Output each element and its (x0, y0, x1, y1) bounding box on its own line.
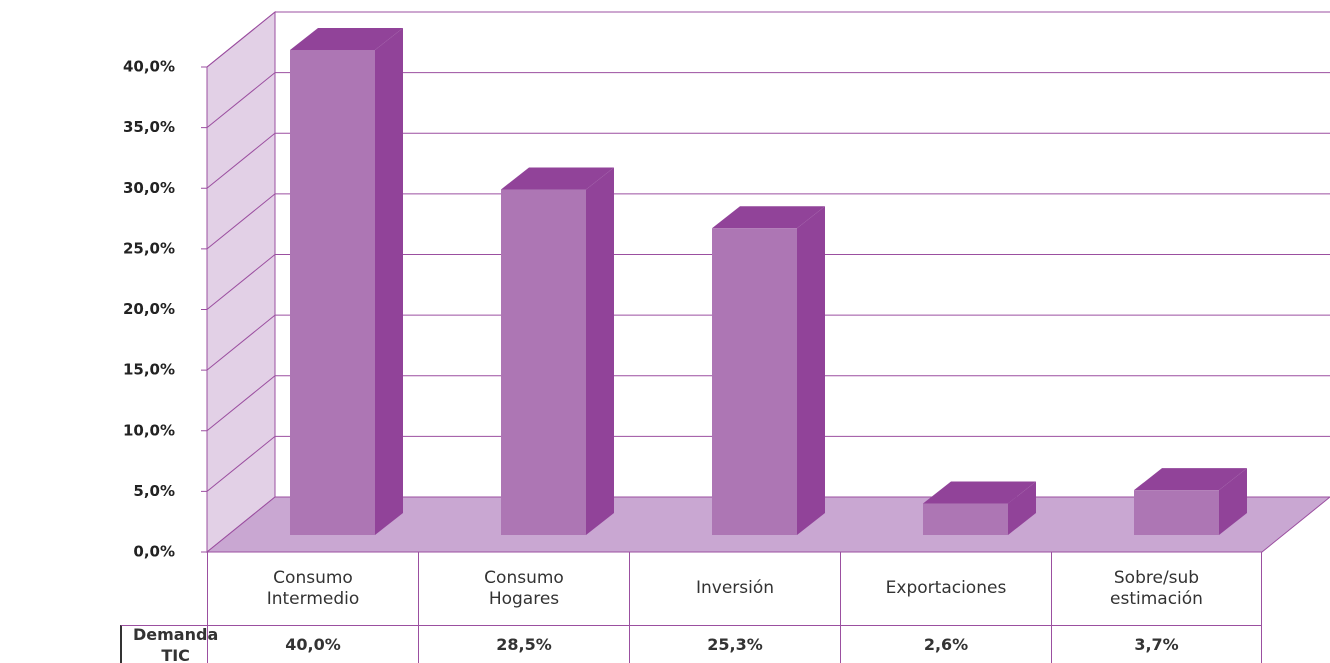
grid-line (206, 11, 276, 68)
y-tick-label: 40,0% (123, 58, 175, 76)
grid-line (206, 132, 276, 189)
bar-side (375, 28, 403, 535)
y-tick-label: 5,0% (133, 482, 175, 500)
bar-top (1134, 468, 1247, 491)
value-label: 2,6% (840, 625, 1051, 663)
bar (712, 228, 797, 536)
grid-line (206, 72, 276, 129)
y-tick-label: 30,0% (123, 179, 175, 197)
category-label: Exportaciones (840, 552, 1051, 625)
bar-top (923, 481, 1036, 504)
legend: Demanda TIC (120, 625, 218, 663)
bar-side (586, 167, 614, 535)
value-label: 25,3% (629, 625, 840, 663)
category-label: Consumo Intermedio (207, 552, 418, 625)
bar-side (1219, 468, 1247, 535)
category-label: Consumo Hogares (418, 552, 629, 625)
bar-top (501, 167, 614, 190)
value-label: 40,0% (207, 625, 418, 663)
bar (290, 50, 375, 535)
bar-top (290, 28, 403, 50)
legend-label: Demanda TIC (133, 624, 219, 663)
grid-line (206, 435, 276, 492)
y-tick-label: 15,0% (123, 361, 175, 379)
category-label: Sobre/sub estimación (1051, 552, 1262, 625)
y-tick-label: 20,0% (123, 300, 175, 318)
bar (1134, 490, 1219, 535)
value-label: 3,7% (1051, 625, 1262, 663)
value-label: 28,5% (418, 625, 629, 663)
grid-line (206, 314, 276, 371)
grid-line (206, 254, 276, 310)
category-label: Inversión (629, 552, 840, 625)
bar (501, 189, 586, 535)
grid-line (206, 193, 276, 250)
bar-top (712, 206, 825, 229)
y-tick-label: 0,0% (133, 543, 175, 561)
bar (923, 503, 1008, 535)
y-tick-label: 35,0% (123, 118, 175, 136)
y-tick-label: 10,0% (123, 421, 175, 439)
grid-line (206, 375, 276, 432)
bar-side (797, 206, 825, 536)
y-tick-label: 25,0% (123, 239, 175, 257)
bar-side (1008, 481, 1036, 535)
